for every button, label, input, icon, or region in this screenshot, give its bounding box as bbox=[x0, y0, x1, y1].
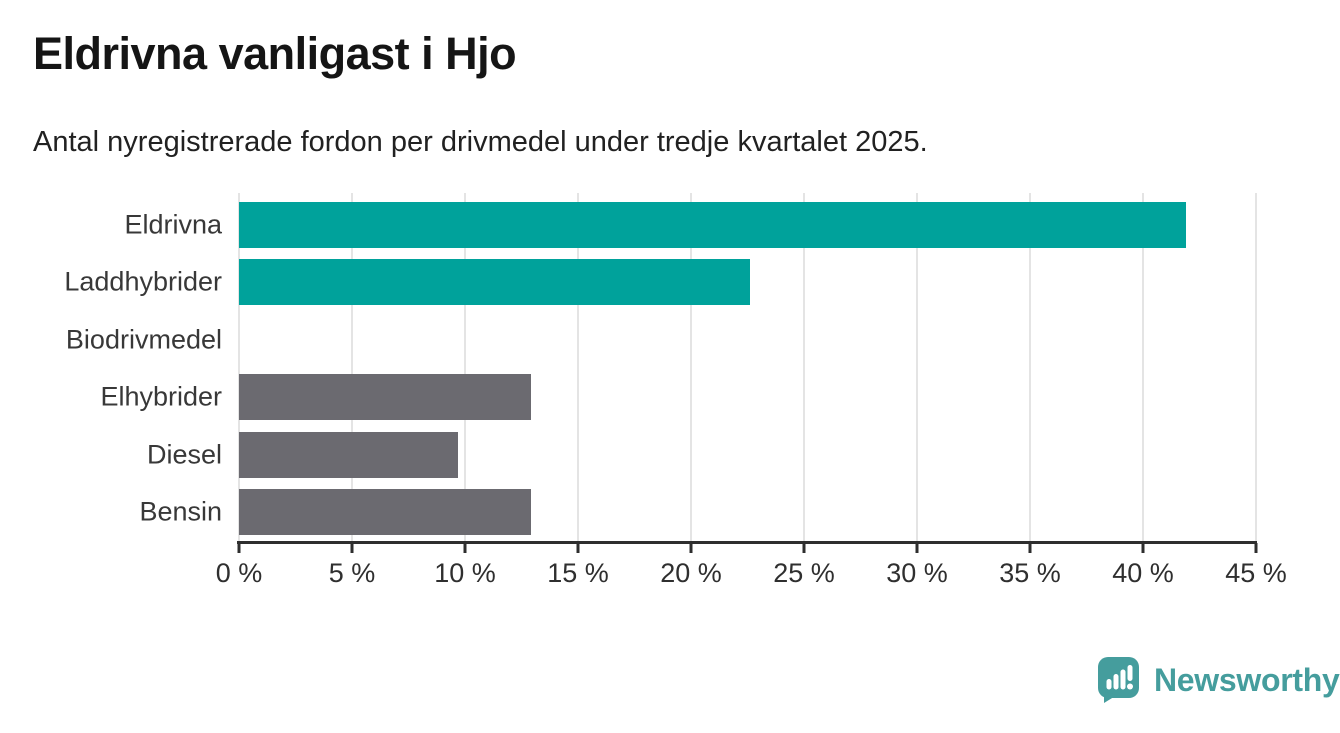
gridline bbox=[803, 193, 805, 541]
x-axis-tick bbox=[1254, 543, 1258, 553]
category-label: Bensin bbox=[139, 496, 222, 527]
x-axis-tick bbox=[1028, 543, 1032, 553]
bar-laddhybrider bbox=[239, 259, 750, 306]
chart-rows: Eldrivna Laddhybrider Biodrivmedel Elhybrid… bbox=[64, 196, 1256, 542]
x-axis-tick bbox=[576, 543, 580, 553]
x-axis-tick bbox=[689, 543, 693, 553]
x-axis-tick-label: 30 % bbox=[886, 558, 948, 588]
x-axis-tick bbox=[802, 543, 806, 553]
category-label: Diesel bbox=[146, 439, 222, 470]
bar-eldrivna bbox=[239, 201, 1186, 248]
gridline bbox=[577, 193, 579, 541]
gridline bbox=[1029, 193, 1031, 541]
category-label: Laddhybrider bbox=[64, 266, 222, 297]
category-label: Elhybrider bbox=[100, 381, 222, 412]
bar-bensin bbox=[239, 489, 531, 536]
gridline bbox=[1255, 193, 1257, 541]
x-axis-tick bbox=[350, 543, 354, 553]
x-axis-tick-label: 5 % bbox=[328, 558, 376, 588]
x-axis-tick bbox=[1141, 543, 1145, 553]
x-axis-tick-label: 20 % bbox=[660, 558, 722, 588]
chart-row: Elhybrider bbox=[100, 369, 1256, 427]
chart-subtitle: Antal nyregistrerade fordon per drivmede… bbox=[33, 126, 928, 158]
x-axis-tick bbox=[463, 543, 467, 553]
chart-row: Laddhybrider bbox=[64, 254, 1256, 312]
chart-row: Bensin bbox=[139, 484, 1256, 542]
bar-elhybrider bbox=[239, 374, 531, 421]
chart-row: Diesel bbox=[147, 426, 1256, 484]
gridline bbox=[238, 193, 240, 541]
gridlines bbox=[238, 193, 1257, 541]
bar-diesel bbox=[239, 431, 459, 478]
category-label: Eldrivna bbox=[124, 209, 222, 240]
x-axis-line bbox=[237, 541, 1257, 544]
x-axis-tick bbox=[915, 543, 919, 553]
bar-chart-plot-area: Eldrivna Laddhybrider Biodrivmedel Elhybrid… bbox=[64, 193, 1287, 588]
gridline bbox=[916, 193, 918, 541]
x-axis-tick-label: 15 % bbox=[547, 558, 609, 588]
x-axis-tick-label: 0 % bbox=[215, 558, 263, 588]
chart-row: Biodrivmedel bbox=[66, 311, 1256, 369]
category-label: Biodrivmedel bbox=[65, 324, 222, 355]
gridline bbox=[1142, 193, 1144, 541]
chart-title: Eldrivna vanligast i Hjo bbox=[33, 28, 517, 79]
newsworthy-logo-icon bbox=[1098, 657, 1139, 703]
x-axis-tick-label: 40 % bbox=[1112, 558, 1174, 588]
newsworthy-logo-text: Newsworthy bbox=[1154, 661, 1340, 698]
gridline bbox=[351, 193, 353, 541]
newsworthy-logo[interactable]: Newsworthy bbox=[1097, 656, 1340, 704]
gridline bbox=[690, 193, 692, 541]
x-axis-tick-label: 10 % bbox=[434, 558, 496, 588]
x-axis-tick-label: 25 % bbox=[773, 558, 835, 588]
x-axis-tick-label: 45 % bbox=[1225, 558, 1287, 588]
chart-row: Eldrivna bbox=[124, 196, 1256, 254]
x-axis-tick-label: 35 % bbox=[999, 558, 1061, 588]
x-axis-tick bbox=[237, 543, 241, 553]
gridline bbox=[464, 193, 466, 541]
